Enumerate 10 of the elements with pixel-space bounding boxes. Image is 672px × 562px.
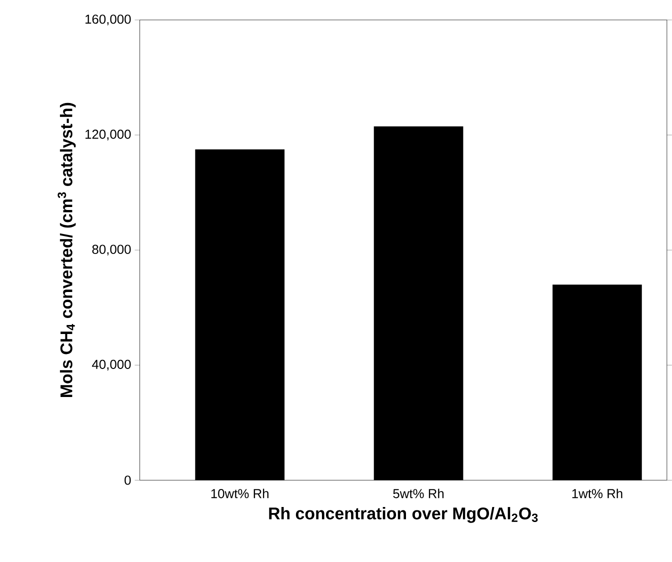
y-tick-label: 120,000 xyxy=(86,130,131,140)
y-tick-label: 80,000 xyxy=(92,244,131,256)
y-tick-label: 40,000 xyxy=(92,360,131,370)
y-tick-label: 0 xyxy=(124,476,131,485)
y-axis-title: Mols CH$_{4}$ converted/ (cm$^{3}$ catalyst-h) xyxy=(58,102,76,397)
x-tick-label: 5wt% Rh xyxy=(393,488,444,498)
y-tick-label: 160,000 xyxy=(86,14,131,26)
x-axis-title: Rh concentration over MgO/Al$_{2}$O$_{3}$ xyxy=(269,507,538,523)
x-tick-label: 1wt% Rh xyxy=(572,488,622,498)
x-tick-label: 10wt% Rh xyxy=(211,488,268,498)
